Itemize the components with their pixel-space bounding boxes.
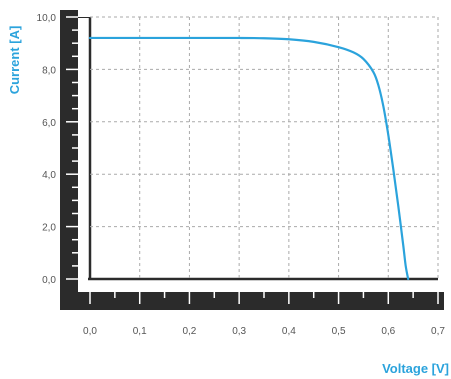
x-tick-label: 0,3 (232, 326, 246, 337)
x-tick-label: 0,6 (381, 326, 395, 337)
y-axis-title: Current [A] (7, 26, 22, 95)
y-axis-band (60, 10, 78, 310)
x-tick-label: 0,4 (282, 326, 296, 337)
x-axis-title: Voltage [V] (382, 361, 449, 376)
x-tick-label: 0,2 (182, 326, 196, 337)
axis-frame (60, 10, 444, 310)
x-tick-label: 0,0 (83, 326, 97, 337)
y-axis-inner-gap (78, 17, 90, 292)
y-tick-label: 2,0 (42, 223, 56, 234)
y-tick-label: 6,0 (42, 118, 56, 129)
y-tick-label: 10,0 (37, 13, 57, 24)
y-tick-labels: 0,0 2,0 4,0 6,0 8,0 10,0 (37, 13, 57, 286)
x-tick-label: 0,5 (332, 326, 346, 337)
series-layer (88, 36, 410, 281)
tick-marks (66, 16, 439, 304)
x-tick-labels: 0,0 0,1 0,2 0,3 0,4 0,5 0,6 0,7 (83, 326, 445, 337)
y-tick-label: 4,0 (42, 170, 56, 181)
y-tick-label: 8,0 (42, 65, 56, 76)
frame-top-edge (78, 17, 90, 18)
grid-lines (90, 16, 439, 279)
series-line-iv-curve (88, 36, 410, 281)
x-tick-label: 0,1 (133, 326, 147, 337)
x-axis-band (60, 292, 444, 310)
x-tick-label: 0,7 (431, 326, 445, 337)
y-tick-label: 0,0 (42, 275, 56, 286)
x-axis-inner-gap (78, 279, 444, 292)
